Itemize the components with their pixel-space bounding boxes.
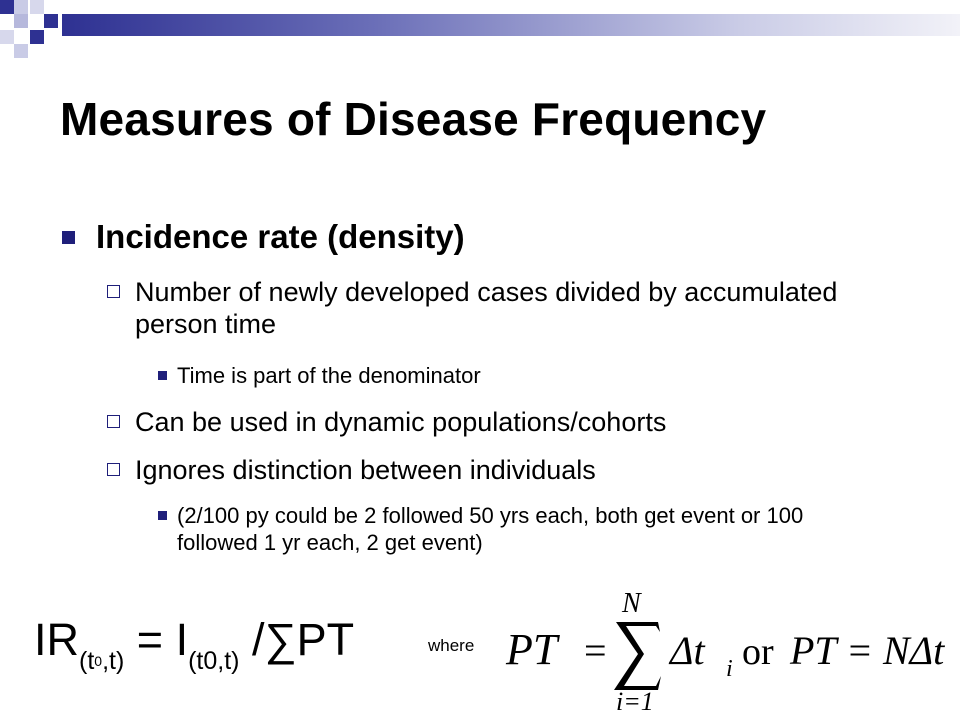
header-square	[44, 14, 58, 28]
sub-item: Can be used in dynamic populations/cohor…	[107, 406, 897, 438]
header-square	[14, 14, 28, 28]
formula-sub-close: ,t)	[102, 647, 125, 675]
formula-sub-open: (t	[79, 647, 95, 675]
eq-rhs: PT = NΔt	[789, 628, 945, 673]
sub-item: Ignores distinction between individuals	[107, 454, 897, 486]
sub-item-text: Number of newly developed cases divided …	[135, 277, 838, 339]
note-text: (2/100 py could be 2 followed 50 yrs eac…	[177, 503, 804, 555]
hollow-square-bullet-icon	[107, 285, 120, 298]
eq-upper-limit: N	[621, 588, 642, 619]
header-square	[30, 30, 44, 44]
note-item: Time is part of the denominator	[158, 362, 878, 389]
eq-delta-subscript: i	[726, 656, 733, 682]
incidence-rate-formula: IR(t0,t) = I(t0,t) /∑PT	[34, 614, 354, 676]
header-square	[0, 30, 14, 44]
hollow-square-bullet-icon	[107, 463, 120, 476]
eq-or: or	[742, 631, 774, 673]
formula-ir: IR	[34, 614, 79, 665]
bullet-incidence-rate: Incidence rate (density)	[62, 218, 465, 256]
eq-equals: =	[584, 628, 607, 673]
square-bullet-icon	[62, 230, 75, 244]
where-label: where	[428, 636, 475, 655]
formula-tail: /∑PT	[239, 614, 355, 665]
formula-i-subscript: (t0,t)	[188, 647, 240, 675]
eq-lower-limit: i=1	[616, 687, 654, 714]
summation-icon	[614, 622, 661, 690]
header-bar	[62, 14, 960, 36]
formula-sub-zero: 0	[94, 653, 103, 669]
sub-item-text: Ignores distinction between individuals	[135, 455, 596, 485]
small-square-bullet-icon	[158, 371, 167, 380]
bullet-text: Incidence rate (density)	[96, 218, 465, 255]
hollow-square-bullet-icon	[107, 415, 120, 428]
eq-lhs: PT	[505, 625, 561, 674]
note-item: (2/100 py could be 2 followed 50 yrs eac…	[158, 502, 878, 556]
header-square	[14, 0, 28, 14]
header-square	[30, 0, 44, 14]
formula-equals-i: = I	[124, 614, 189, 665]
small-square-bullet-icon	[158, 511, 167, 520]
person-time-equation: PT = N i=1 Δt i or PT = NΔt	[505, 588, 945, 714]
note-text: Time is part of the denominator	[177, 363, 481, 388]
sub-item-text: Can be used in dynamic populations/cohor…	[135, 407, 667, 437]
eq-delta: Δt	[668, 628, 705, 673]
header-square	[14, 44, 28, 58]
slide-title: Measures of Disease Frequency	[60, 93, 767, 145]
header-square	[0, 0, 14, 14]
formula-ir-subscript: (t0,t)	[79, 647, 124, 675]
sub-item: Number of newly developed cases divided …	[107, 276, 897, 340]
